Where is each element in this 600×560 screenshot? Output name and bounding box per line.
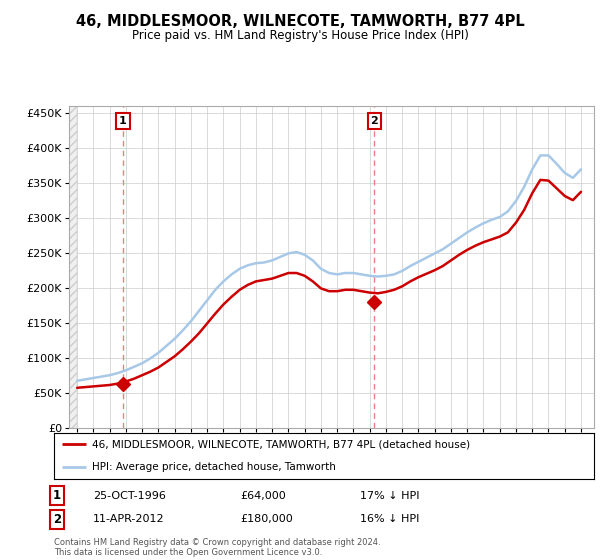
Text: 2: 2 bbox=[53, 512, 61, 526]
Text: £64,000: £64,000 bbox=[240, 491, 286, 501]
Text: 2: 2 bbox=[370, 116, 378, 126]
Text: Contains HM Land Registry data © Crown copyright and database right 2024.
This d: Contains HM Land Registry data © Crown c… bbox=[54, 538, 380, 557]
Text: 17% ↓ HPI: 17% ↓ HPI bbox=[360, 491, 419, 501]
Text: 46, MIDDLESMOOR, WILNECOTE, TAMWORTH, B77 4PL: 46, MIDDLESMOOR, WILNECOTE, TAMWORTH, B7… bbox=[76, 14, 524, 29]
Text: 1: 1 bbox=[119, 116, 127, 126]
Text: 46, MIDDLESMOOR, WILNECOTE, TAMWORTH, B77 4PL (detached house): 46, MIDDLESMOOR, WILNECOTE, TAMWORTH, B7… bbox=[92, 440, 470, 449]
Text: HPI: Average price, detached house, Tamworth: HPI: Average price, detached house, Tamw… bbox=[92, 463, 335, 472]
Text: 1: 1 bbox=[53, 489, 61, 502]
Text: Price paid vs. HM Land Registry's House Price Index (HPI): Price paid vs. HM Land Registry's House … bbox=[131, 29, 469, 42]
Text: £180,000: £180,000 bbox=[240, 514, 293, 524]
Text: 25-OCT-1996: 25-OCT-1996 bbox=[93, 491, 166, 501]
Text: 11-APR-2012: 11-APR-2012 bbox=[93, 514, 164, 524]
Text: 16% ↓ HPI: 16% ↓ HPI bbox=[360, 514, 419, 524]
